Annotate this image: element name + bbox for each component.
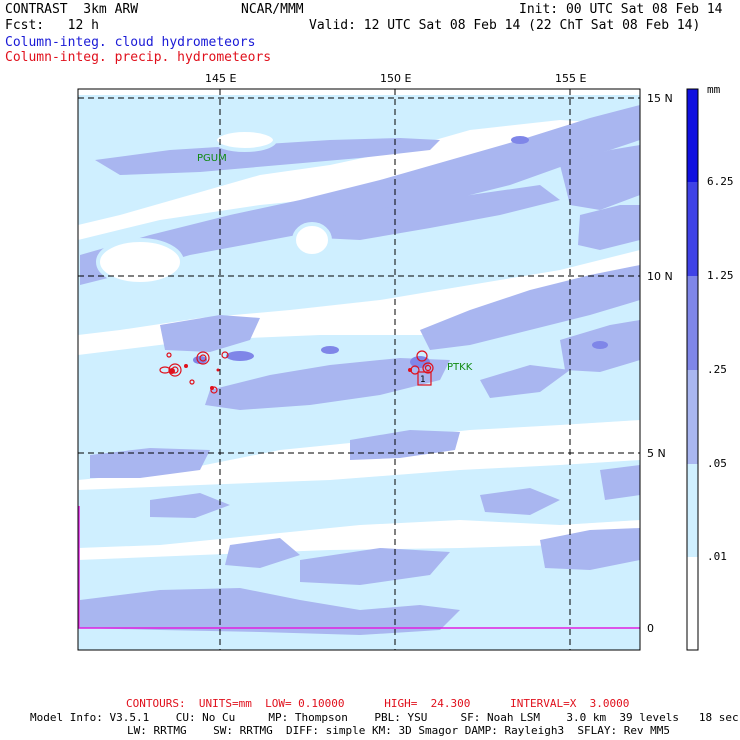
legend-level-0-05: .05 (707, 457, 727, 470)
legend-frame (686, 88, 699, 651)
legend-swatch-4 (687, 370, 698, 464)
contour-value-label: 1 (420, 375, 426, 385)
lon-label-155: 155 E (555, 72, 586, 85)
legend-swatch-1 (687, 89, 698, 182)
station-marker-ptkk: PTKK (447, 362, 473, 373)
field-label-precip: Column-integ. precip. hydrometeors (5, 50, 272, 65)
cloud-shading (78, 95, 640, 650)
legend-level-0-01: .01 (707, 550, 727, 563)
station-label-pgum: PGUM (197, 153, 227, 164)
cloud-dark-regions (193, 136, 608, 368)
precip-contours (159, 350, 434, 394)
init-time: Init: 00 UTC Sat 08 Feb 14 (519, 2, 723, 17)
legend-level-6-25: 6.25 (707, 175, 734, 188)
valid-time: Valid: 12 UTC Sat 08 Feb 14 (22 ChT Sat … (309, 18, 701, 33)
color-legend (686, 88, 699, 651)
legend-swatch-3 (687, 276, 698, 370)
precip-dots (169, 364, 412, 390)
clear-eddies (96, 128, 332, 286)
lat-label-eq: 0 (647, 622, 654, 635)
model-info-line-1: Model Info: V3.5.1 CU: No Cu MP: Thompso… (30, 711, 739, 724)
station-marker-pgum: PGUM (197, 153, 227, 164)
legend-swatch-5 (687, 464, 698, 557)
station-label-ptkk: PTKK (447, 362, 473, 373)
contours-info: CONTOURS: UNITS=mm LOW= 0.10000 HIGH= 24… (126, 697, 630, 710)
legend-swatch-2 (687, 182, 698, 276)
map-frame (77, 88, 641, 651)
lon-label-150: 150 E (380, 72, 411, 85)
legend-level-0-25: .25 (707, 363, 727, 376)
lat-label-10n: 10 N (647, 270, 673, 283)
field-label-cloud: Column-integ. cloud hydrometeors (5, 35, 256, 50)
forecast-hour: Fcst: 12 h (5, 18, 99, 33)
org-label: NCAR/MMM (241, 2, 304, 17)
model-info-line-2: LW: RRTMG SW: RRTMG DIFF: simple KM: 3D … (127, 724, 671, 737)
legend-level-1-25: 1.25 (707, 269, 734, 282)
lat-label-5n: 5 N (647, 447, 666, 460)
lon-label-145: 145 E (205, 72, 236, 85)
legend-unit: mm (707, 83, 721, 96)
model-title: CONTRAST 3km ARW (5, 2, 139, 17)
legend-swatch-6 (687, 557, 698, 650)
lat-lon-grid (78, 89, 640, 650)
lat-label-15n: 15 N (647, 92, 673, 105)
